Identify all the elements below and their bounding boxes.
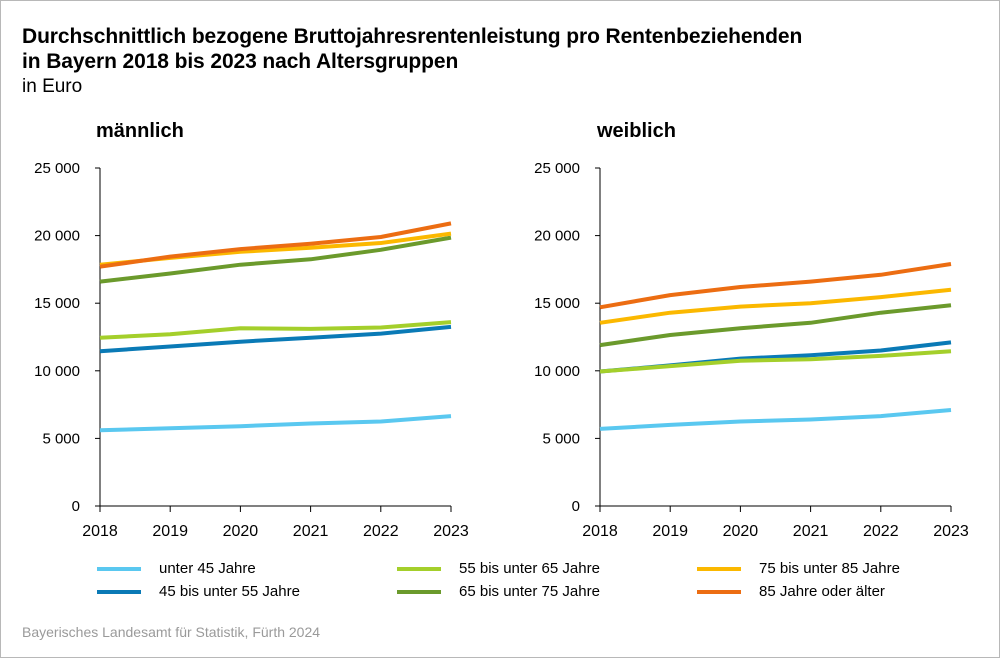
female-series-line-3 (599, 349, 952, 374)
male-series-line-1 (99, 414, 452, 433)
male-x-tick-label: 2021 (293, 523, 329, 540)
female-x-tick-label: 2018 (582, 523, 618, 540)
female-x-tick-label: 2019 (652, 523, 688, 540)
male-y-tick-label: 25 000 (34, 160, 80, 177)
chart-title-line-1: Durchschnittlich bezogene Bruttojahresre… (22, 25, 803, 48)
source-note: Bayerisches Landesamt für Statistik, Für… (22, 624, 321, 640)
chart-title: Durchschnittlich bezogene Bruttojahresre… (22, 24, 802, 74)
female-y-tick-label: 5 000 (542, 430, 580, 447)
female-x-tick-label: 2023 (933, 523, 969, 540)
female-y-tick-label: 10 000 (534, 363, 580, 380)
male-x-tick-label: 2022 (363, 523, 399, 540)
female-y-tick-label: 0 (572, 498, 580, 515)
male-series-line-4 (99, 235, 452, 284)
female-series-line-4 (599, 303, 952, 348)
female-series-line-6 (599, 262, 952, 310)
male-y-tick-label: 15 000 (34, 295, 80, 312)
unit-label: in Euro (22, 76, 83, 97)
female-y-tick-label: 25 000 (534, 160, 580, 177)
male-series-line-6 (99, 221, 452, 269)
female-x-tick-label: 2020 (723, 523, 759, 540)
chart-title-line-2: in Bayern 2018 bis 2023 nach Altersgrupp… (22, 50, 459, 73)
male-x-tick-label: 2023 (433, 523, 469, 540)
female-y-tick-label: 15 000 (534, 295, 580, 312)
male-y-tick-label: 5 000 (42, 430, 80, 447)
female-x-tick-label: 2021 (793, 523, 829, 540)
female-series-line-5 (599, 287, 952, 325)
female-series-line-1 (599, 408, 952, 431)
male-x-tick-label: 2018 (82, 523, 118, 540)
male-y-tick-label: 20 000 (34, 228, 80, 245)
panel-title-female: weiblich (597, 120, 676, 142)
male-x-tick-label: 2020 (223, 523, 259, 540)
male-series-line-2 (99, 324, 452, 354)
male-x-tick-label: 2019 (152, 523, 188, 540)
male-y-tick-label: 0 (72, 498, 80, 515)
female-x-tick-label: 2022 (863, 523, 899, 540)
panel-title-male: männlich (96, 120, 184, 142)
male-y-tick-label: 10 000 (34, 363, 80, 380)
male-series-line-3 (99, 320, 452, 340)
female-y-tick-label: 20 000 (534, 228, 580, 245)
